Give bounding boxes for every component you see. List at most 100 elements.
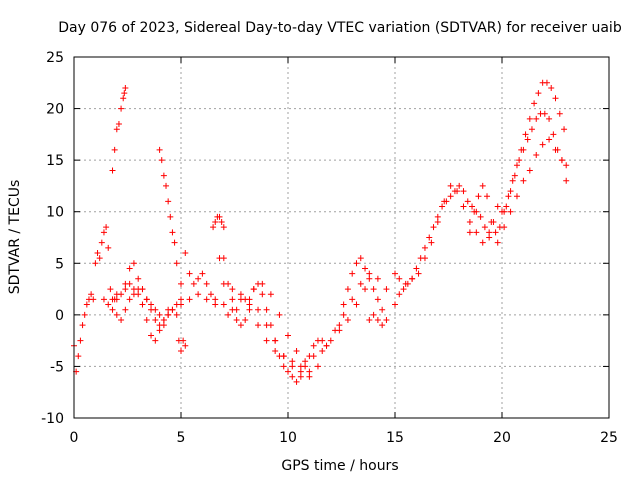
data-point [225, 311, 232, 318]
data-point [383, 317, 390, 324]
data-point [477, 213, 484, 220]
data-point [507, 188, 514, 195]
y-tick-label: 25 [46, 50, 64, 66]
data-point [297, 368, 304, 375]
data-point [195, 291, 202, 298]
data-point [556, 110, 563, 117]
data-point [340, 311, 347, 318]
data-point [199, 270, 206, 277]
data-point [178, 280, 184, 287]
data-point [293, 347, 300, 354]
data-point [163, 182, 170, 189]
data-point [210, 224, 217, 231]
data-point [173, 311, 180, 318]
data-point [344, 317, 351, 324]
data-point [75, 353, 82, 360]
data-point [302, 358, 309, 365]
data-point [374, 317, 381, 324]
data-point [509, 177, 516, 184]
data-point [293, 378, 300, 385]
data-point [546, 115, 553, 122]
data-point [220, 280, 227, 287]
data-point [165, 311, 172, 318]
data-point [173, 260, 180, 267]
data-point [490, 219, 497, 226]
data-point [160, 317, 167, 324]
data-point [143, 296, 150, 303]
data-point [561, 126, 568, 133]
data-point [494, 239, 501, 246]
data-point [323, 342, 330, 349]
data-point [100, 229, 107, 236]
data-point [353, 260, 360, 267]
data-point [426, 234, 433, 241]
data-point [107, 286, 114, 293]
data-point [186, 270, 193, 277]
data-point [469, 203, 476, 210]
data-point [242, 296, 249, 303]
data-point [533, 115, 540, 122]
data-point [526, 167, 533, 174]
data-point [353, 301, 360, 308]
data-point [434, 219, 441, 226]
data-point [289, 373, 296, 380]
data-point [139, 301, 146, 308]
data-point [118, 105, 125, 112]
data-point [143, 317, 150, 324]
data-point [148, 306, 155, 313]
data-point [447, 193, 454, 200]
data-point [218, 219, 225, 226]
data-point [552, 95, 559, 102]
data-point [310, 342, 317, 349]
data-point [492, 229, 499, 236]
x-axis-label: GPS time / hours [281, 458, 398, 474]
y-tick-label: -10 [41, 411, 64, 427]
series-arc-f [122, 260, 180, 329]
data-point [105, 301, 112, 308]
data-point [434, 213, 441, 220]
data-point [259, 291, 266, 298]
data-point [464, 198, 471, 205]
data-point [456, 182, 463, 189]
data-point [310, 353, 317, 360]
data-point [216, 213, 223, 220]
series-arc-s [392, 182, 493, 287]
data-point [169, 306, 176, 313]
series-arc-n [225, 280, 369, 365]
data-point [121, 90, 128, 97]
data-point [520, 177, 527, 184]
data-point [400, 286, 407, 293]
data-point [81, 311, 88, 318]
data-point [484, 193, 491, 200]
data-point [109, 167, 116, 174]
data-point [548, 84, 555, 91]
data-point [130, 260, 137, 267]
data-point [113, 296, 120, 303]
data-point [507, 208, 514, 215]
data-point [466, 219, 473, 226]
data-point [255, 306, 262, 313]
y-axis-label: SDTVAR / TECUs [7, 180, 23, 295]
series-arc-k [210, 213, 227, 231]
data-point [513, 193, 520, 200]
data-point [297, 373, 304, 380]
data-point [118, 291, 125, 298]
data-point [242, 317, 249, 324]
data-point [535, 90, 542, 97]
data-point [357, 255, 364, 262]
x-tick-label: 15 [386, 430, 404, 446]
data-point [180, 337, 187, 344]
data-point [285, 332, 291, 339]
data-point [479, 182, 486, 189]
series-arc-t [466, 79, 568, 236]
data-point [379, 322, 386, 329]
data-point [289, 358, 296, 365]
data-point [246, 301, 253, 308]
data-point [229, 296, 236, 303]
data-point [139, 286, 146, 293]
data-point [366, 275, 373, 282]
y-tick-label: -5 [50, 359, 64, 375]
data-point [533, 151, 540, 158]
data-point [454, 188, 461, 195]
data-point [220, 224, 227, 231]
